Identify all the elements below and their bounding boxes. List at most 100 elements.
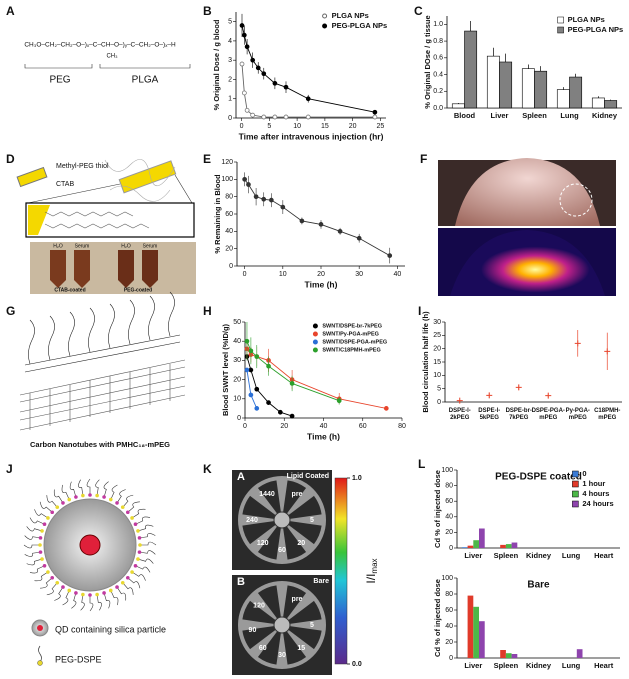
data-point <box>383 406 389 411</box>
y-tick-label: 50 <box>233 319 241 326</box>
qd-particle <box>23 478 157 666</box>
peg-chain <box>103 481 109 498</box>
y-axis-label: Cd % of injected dose <box>433 470 442 548</box>
bar <box>467 595 474 658</box>
y-tick-label: 25 <box>433 332 441 339</box>
legend-swatch <box>322 23 328 29</box>
x-tick-label: Spleen <box>494 551 519 560</box>
bar <box>511 542 518 548</box>
lipid-head <box>42 563 47 568</box>
data-point <box>254 386 260 392</box>
lipid-head <box>108 588 113 593</box>
data-point <box>515 384 522 391</box>
panel-label: J <box>6 462 13 476</box>
peg-chain <box>135 565 151 573</box>
image-title: Lipid Coated <box>287 473 329 480</box>
bar <box>505 653 512 658</box>
lipid-head <box>130 570 134 574</box>
peg-chain <box>54 586 64 601</box>
peg-chain <box>61 484 70 500</box>
series-line <box>241 25 375 113</box>
x-tick-label: 0 <box>243 271 247 278</box>
y-tick-label: 0.0 <box>433 105 443 112</box>
peg-chain <box>140 541 157 546</box>
data-point <box>266 363 271 369</box>
block-label: PLGA <box>132 75 159 86</box>
legend-swatch <box>572 470 579 478</box>
lipid-head <box>61 585 65 589</box>
peg-chain <box>139 533 156 539</box>
bar <box>479 528 485 548</box>
data-point <box>248 348 254 354</box>
peg-chain <box>122 494 134 508</box>
lipid-head <box>102 495 106 499</box>
panel-label: G <box>6 304 15 318</box>
peg-chain <box>135 516 151 525</box>
y-tick-label: 100 <box>441 575 453 582</box>
y-axis-label: % Original DOse / g tissue <box>423 15 432 108</box>
legend-swatch <box>572 500 579 508</box>
bar <box>576 649 583 658</box>
y-tick-label: 3 <box>228 57 232 64</box>
data-point <box>456 397 463 404</box>
time-label: 20 <box>297 540 305 547</box>
data-point <box>254 354 260 359</box>
x-tick-label: Lung <box>562 661 581 670</box>
y-tick-label: 60 <box>445 607 453 614</box>
bar <box>473 540 480 548</box>
bar <box>467 545 474 548</box>
y-tick-label: 30 <box>233 357 241 364</box>
data-point <box>244 338 250 344</box>
lipid-head <box>46 570 50 574</box>
data-point <box>486 392 493 399</box>
y-tick-label: 40 <box>233 338 241 345</box>
well <box>257 520 282 560</box>
data-point <box>246 182 251 187</box>
tube-label: Serum <box>143 243 158 249</box>
bar <box>556 89 570 109</box>
time-label: 30 <box>278 652 286 659</box>
lipid-head <box>133 522 138 527</box>
bar <box>569 76 583 109</box>
lipid-head <box>50 510 55 515</box>
y-tick-label: 100 <box>441 467 453 474</box>
colorbar-tick-label: 0.0 <box>352 661 362 668</box>
peg-chain <box>46 495 58 508</box>
x-tick-label: 20 <box>280 423 288 430</box>
peg-chain <box>29 517 45 525</box>
peg-chain <box>127 501 140 513</box>
legend-text: PEG-DSPE <box>55 654 102 664</box>
lipid-head <box>40 557 44 561</box>
data-point <box>277 409 283 415</box>
lipid-head <box>115 585 119 589</box>
x-tick-label: Liver <box>464 661 482 670</box>
image-letter: A <box>237 471 245 483</box>
lipid-head <box>95 493 99 498</box>
y-tick-label: 0.6 <box>433 55 443 62</box>
time-label: pre <box>292 596 303 603</box>
panel-label: H <box>203 304 212 318</box>
y-tick-label: 4 <box>228 38 232 45</box>
well <box>282 520 307 560</box>
legend-swatch <box>312 331 318 337</box>
lipid-head <box>40 529 44 533</box>
y-tick-label: 10 <box>233 396 241 403</box>
data-point <box>239 23 245 28</box>
time-label: 15 <box>297 645 305 652</box>
lipid-head <box>125 510 130 515</box>
panel-label: K <box>203 462 212 476</box>
y-tick-label: 5 <box>437 386 441 393</box>
bar <box>451 103 465 109</box>
peg-chain <box>26 526 43 532</box>
panel-label: L <box>418 457 425 471</box>
bar <box>486 55 500 109</box>
lipid-head <box>137 536 142 540</box>
x-tick-label: DSPE-l-5kPEG <box>478 408 500 421</box>
x-tick-label: DSPE-br-7kPEG <box>506 408 532 421</box>
lipid-head <box>108 497 113 502</box>
peg-chain <box>78 479 84 496</box>
data-point <box>261 196 267 202</box>
panel-label: C <box>414 4 423 18</box>
legend-text: SWNT/Py-PGA-mPEG <box>322 331 379 337</box>
bracket <box>24 64 191 69</box>
